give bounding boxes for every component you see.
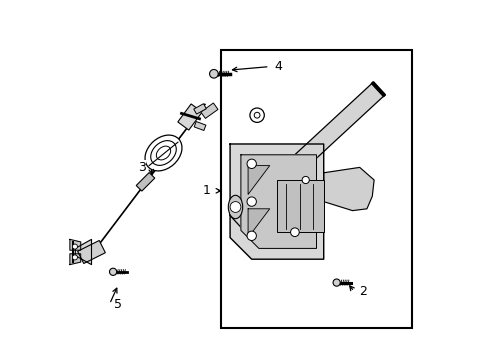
Circle shape [249, 108, 264, 122]
Circle shape [72, 244, 77, 249]
Polygon shape [201, 103, 218, 118]
Circle shape [332, 279, 340, 286]
Bar [276, 180, 323, 232]
Polygon shape [78, 240, 105, 264]
Polygon shape [194, 121, 205, 131]
Polygon shape [75, 239, 91, 265]
Circle shape [230, 202, 241, 212]
Polygon shape [70, 254, 81, 265]
Text: 3: 3 [138, 161, 145, 174]
Polygon shape [193, 104, 206, 114]
Circle shape [246, 159, 256, 168]
Circle shape [302, 176, 309, 184]
Circle shape [254, 112, 260, 118]
Circle shape [109, 268, 117, 275]
Polygon shape [230, 144, 323, 259]
Polygon shape [247, 166, 269, 194]
Text: 1: 1 [203, 184, 210, 197]
Circle shape [290, 228, 299, 237]
Polygon shape [241, 155, 316, 248]
Polygon shape [178, 104, 202, 130]
Polygon shape [136, 172, 155, 191]
Ellipse shape [228, 195, 242, 219]
Circle shape [246, 231, 256, 240]
Circle shape [72, 255, 77, 260]
Polygon shape [70, 239, 81, 250]
Text: 4: 4 [274, 60, 282, 73]
Ellipse shape [156, 146, 170, 160]
Ellipse shape [150, 141, 176, 165]
Polygon shape [229, 82, 385, 228]
Text: 5: 5 [114, 298, 122, 311]
Text: 2: 2 [359, 285, 366, 298]
Circle shape [246, 197, 256, 206]
Polygon shape [323, 167, 373, 211]
Bar [221, 50, 411, 328]
Ellipse shape [145, 135, 182, 171]
Circle shape [209, 69, 218, 78]
Polygon shape [247, 209, 269, 238]
